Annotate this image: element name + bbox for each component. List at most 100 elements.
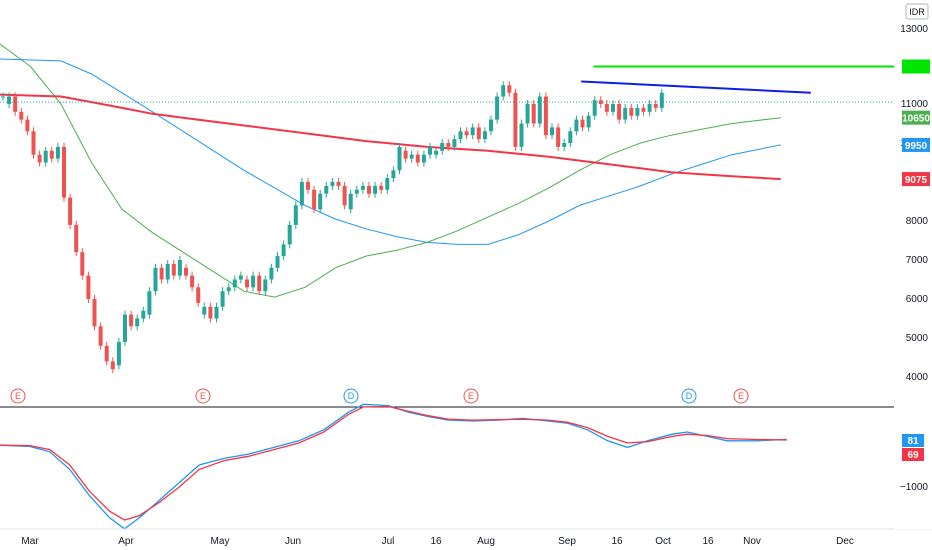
candle[interactable] bbox=[98, 326, 103, 346]
moving-average-line[interactable] bbox=[0, 93, 781, 181]
candle[interactable] bbox=[452, 139, 457, 147]
candle[interactable] bbox=[421, 154, 426, 163]
candle[interactable] bbox=[159, 267, 164, 280]
candle[interactable] bbox=[202, 306, 207, 315]
candle[interactable] bbox=[403, 150, 408, 159]
candle[interactable] bbox=[1, 96, 5, 98]
candle[interactable] bbox=[190, 275, 195, 288]
candle[interactable] bbox=[324, 185, 329, 194]
candle[interactable] bbox=[281, 244, 286, 257]
candle[interactable] bbox=[373, 185, 378, 194]
candle[interactable] bbox=[196, 287, 201, 303]
candle[interactable] bbox=[446, 143, 451, 147]
candle[interactable] bbox=[458, 131, 463, 140]
candle[interactable] bbox=[367, 185, 371, 194]
earnings-event-marker[interactable] bbox=[10, 388, 26, 404]
candle[interactable] bbox=[123, 314, 127, 342]
candle[interactable] bbox=[110, 361, 115, 370]
time-axis[interactable]: Mar Apr May Jun Jul 16 Aug Sep 16 Oct 16 Nov Dec bbox=[21, 536, 854, 547]
candle[interactable] bbox=[13, 96, 18, 112]
dividend-event-marker[interactable] bbox=[343, 388, 359, 404]
candle[interactable] bbox=[49, 150, 54, 159]
candle[interactable] bbox=[275, 256, 280, 268]
candle[interactable] bbox=[208, 306, 213, 319]
candle[interactable] bbox=[550, 127, 554, 136]
candle[interactable] bbox=[92, 299, 97, 327]
candle[interactable] bbox=[397, 146, 402, 171]
moving-average-line[interactable] bbox=[0, 58, 781, 245]
candle[interactable] bbox=[318, 193, 323, 210]
candle[interactable] bbox=[104, 345, 109, 362]
candle[interactable] bbox=[659, 92, 664, 108]
candle[interactable] bbox=[507, 85, 512, 93]
candle[interactable] bbox=[129, 314, 134, 327]
candle[interactable] bbox=[635, 107, 640, 116]
candle[interactable] bbox=[25, 119, 30, 132]
candle[interactable] bbox=[415, 154, 420, 163]
candle[interactable] bbox=[232, 279, 237, 288]
candle[interactable] bbox=[177, 260, 182, 276]
candle[interactable] bbox=[543, 96, 548, 136]
candle[interactable] bbox=[184, 267, 188, 276]
currency-badge[interactable]: IDR bbox=[905, 3, 929, 20]
candle[interactable] bbox=[623, 107, 628, 120]
candle[interactable] bbox=[482, 131, 487, 140]
candle[interactable] bbox=[348, 193, 353, 210]
candle[interactable] bbox=[153, 267, 158, 292]
candle[interactable] bbox=[391, 170, 396, 179]
candle[interactable] bbox=[617, 104, 622, 120]
candle[interactable] bbox=[336, 182, 341, 186]
candle[interactable] bbox=[86, 275, 91, 299]
indicator-pane[interactable] bbox=[0, 403, 787, 530]
candle[interactable] bbox=[525, 104, 530, 124]
candle[interactable] bbox=[263, 279, 268, 292]
candle[interactable] bbox=[171, 263, 176, 276]
candle[interactable] bbox=[360, 185, 365, 190]
earnings-event-marker[interactable] bbox=[195, 388, 211, 404]
candle[interactable] bbox=[489, 119, 493, 132]
candle[interactable] bbox=[568, 131, 573, 143]
main-pane[interactable] bbox=[0, 43, 915, 374]
candle[interactable] bbox=[257, 275, 262, 292]
candle[interactable] bbox=[537, 96, 542, 124]
candle[interactable] bbox=[220, 291, 225, 307]
candle[interactable] bbox=[354, 189, 359, 194]
candle[interactable] bbox=[80, 252, 85, 276]
candle[interactable] bbox=[562, 143, 567, 147]
candle[interactable] bbox=[226, 287, 231, 292]
candle[interactable] bbox=[330, 182, 335, 186]
candle[interactable] bbox=[641, 107, 646, 112]
oscillator-line[interactable] bbox=[0, 405, 787, 521]
indicator-axis[interactable]: −1000 81 69 bbox=[900, 434, 929, 493]
candle[interactable] bbox=[214, 306, 219, 319]
candle[interactable] bbox=[653, 104, 658, 108]
candle[interactable] bbox=[312, 189, 317, 210]
candle[interactable] bbox=[135, 318, 140, 327]
candle[interactable] bbox=[293, 205, 298, 225]
candle[interactable] bbox=[440, 143, 445, 151]
candle[interactable] bbox=[287, 224, 292, 245]
candle[interactable] bbox=[43, 150, 48, 163]
candle[interactable] bbox=[592, 100, 597, 116]
candle[interactable] bbox=[245, 279, 249, 288]
candle[interactable] bbox=[513, 92, 518, 147]
resistance-trendline[interactable] bbox=[581, 80, 811, 94]
oscillator-line[interactable] bbox=[0, 403, 787, 530]
candle[interactable] bbox=[251, 275, 256, 288]
candle[interactable] bbox=[574, 119, 579, 132]
candle[interactable] bbox=[409, 154, 414, 159]
candle[interactable] bbox=[74, 224, 79, 253]
earnings-event-marker[interactable] bbox=[463, 388, 479, 404]
candle[interactable] bbox=[55, 146, 60, 159]
candle[interactable] bbox=[428, 146, 432, 155]
candle[interactable] bbox=[495, 96, 500, 120]
candle[interactable] bbox=[19, 111, 24, 120]
candle[interactable] bbox=[519, 123, 524, 147]
candle[interactable] bbox=[647, 104, 652, 112]
candle[interactable] bbox=[306, 182, 310, 190]
candle[interactable] bbox=[470, 127, 475, 136]
candle[interactable] bbox=[434, 150, 439, 155]
dividend-event-marker[interactable] bbox=[681, 388, 697, 404]
candle[interactable] bbox=[68, 197, 73, 225]
